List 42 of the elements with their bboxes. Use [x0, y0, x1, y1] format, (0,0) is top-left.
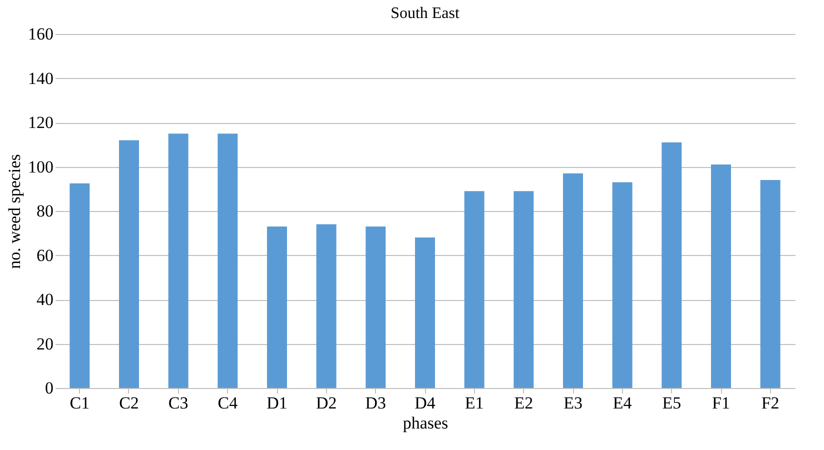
bar — [267, 226, 287, 388]
x-tick-label: C3 — [168, 394, 188, 412]
bar — [168, 134, 188, 388]
bar — [514, 191, 534, 388]
y-tick-label: 20 — [36, 334, 54, 354]
x-tick-label: E5 — [662, 394, 682, 412]
x-tick-label: E1 — [464, 394, 484, 412]
y-tick-label: 100 — [28, 157, 54, 176]
x-tick-label: C1 — [70, 394, 90, 412]
x-tick-label: D4 — [414, 394, 436, 412]
bar — [366, 226, 386, 388]
x-tick-label: F1 — [712, 394, 730, 412]
bar — [711, 164, 731, 388]
bar — [464, 191, 484, 388]
bar — [119, 140, 139, 388]
x-tick-label: F2 — [761, 394, 780, 412]
bar — [415, 238, 435, 388]
y-tick-label: 80 — [36, 202, 54, 220]
y-tick-label: 140 — [28, 68, 54, 88]
x-tick-label: D1 — [266, 394, 288, 412]
bar — [760, 180, 780, 388]
x-tick-label: E3 — [564, 394, 582, 412]
x-tick-label: C4 — [218, 394, 238, 412]
x-tick-label: D2 — [316, 394, 337, 412]
x-axis-title: phases — [402, 414, 448, 432]
bar — [70, 183, 90, 388]
bar — [316, 224, 336, 388]
bar — [662, 142, 682, 388]
chart-title: South East — [390, 5, 460, 22]
bar — [218, 134, 238, 388]
x-tick-label: D3 — [365, 394, 386, 412]
x-tick-label: E4 — [612, 394, 632, 412]
y-axis-title: no. weed species — [5, 154, 24, 269]
x-tick-label: E2 — [514, 394, 534, 412]
y-tick-label: 160 — [28, 24, 54, 44]
y-tick-label: 60 — [36, 246, 54, 265]
y-tick-label: 0 — [45, 378, 54, 398]
bar — [612, 182, 632, 388]
x-tick-label: C2 — [119, 394, 139, 412]
bar — [563, 173, 583, 388]
y-tick-label: 40 — [36, 290, 54, 309]
y-tick-label: 120 — [28, 113, 54, 132]
